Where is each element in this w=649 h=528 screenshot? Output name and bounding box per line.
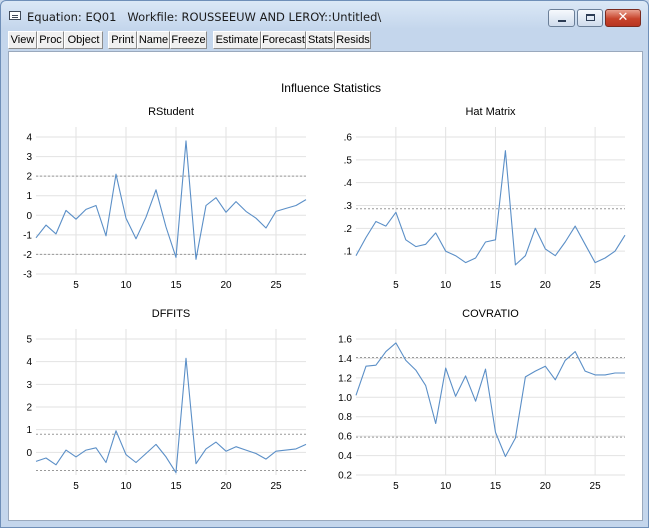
dffits-xtick-label: 15 <box>170 481 182 492</box>
dffits-title: DFFITS <box>152 308 191 320</box>
proc-button[interactable]: Proc <box>37 31 64 49</box>
hat-matrix-ytick-label: .5 <box>344 155 353 166</box>
name-button[interactable]: Name <box>137 31 170 49</box>
covratio-xtick-label: 10 <box>440 481 452 492</box>
covratio-series-line <box>355 342 625 458</box>
hat-matrix-ytick-label: .4 <box>344 178 353 189</box>
hat-matrix-xtick-label: 25 <box>590 280 602 291</box>
graph-area[interactable]: Influence Statistics RStudent -3 -2 -1 0 1 2 3 4… <box>8 51 643 521</box>
covratio-xtick-label: 25 <box>590 481 602 492</box>
forecast-button[interactable]: Forecast <box>261 31 306 49</box>
hat-matrix-xtick-label: 15 <box>490 280 502 291</box>
window-title: Equation: EQ01 Workfile: ROUSSEEUW AND L… <box>27 10 382 24</box>
covratio-ytick-label: 1.4 <box>338 354 352 365</box>
maximize-icon <box>586 14 595 21</box>
dffits-xtick-label: 20 <box>220 481 232 492</box>
rstudent-ytick-label: 2 <box>26 172 32 183</box>
hat-matrix-series-line <box>355 150 626 266</box>
covratio-xtick-label: 5 <box>393 481 399 492</box>
covratio-ytick-label: 1.6 <box>338 335 352 346</box>
rstudent-ytick-label: 0 <box>26 211 32 222</box>
covratio-ytick-label: 0.8 <box>338 412 352 423</box>
rstudent-xtick-label: 20 <box>220 280 232 291</box>
minimize-icon <box>558 20 566 22</box>
rstudent-xtick-label: 15 <box>170 280 182 291</box>
rstudent-panel: RStudent -3 -2 -1 0 1 2 3 4 5 10 15 20 25 <box>23 106 307 291</box>
dffits-xtick-label: 5 <box>73 481 79 492</box>
dffits-series-line <box>35 357 307 474</box>
rstudent-xtick-label: 25 <box>270 280 282 291</box>
covratio-ytick-label: 0.4 <box>338 451 352 462</box>
covratio-ytick-label: 0.6 <box>338 432 352 443</box>
covratio-xtick-label: 15 <box>490 481 502 492</box>
hat-matrix-ytick-label: .6 <box>344 133 353 144</box>
rstudent-ytick-label: -2 <box>23 250 32 261</box>
rstudent-ytick-label: 1 <box>26 191 32 202</box>
covratio-xtick-label: 20 <box>540 481 552 492</box>
freeze-button[interactable]: Freeze <box>170 31 207 49</box>
window-menu-icon[interactable] <box>9 11 21 20</box>
dffits-ytick-label: 2 <box>26 403 32 414</box>
title-bar[interactable]: Equation: EQ01 Workfile: ROUSSEEUW AND L… <box>1 1 648 29</box>
hat-matrix-panel: Hat Matrix .1 .2 .3 .4 .5 .6 5 10 15 20 25 <box>344 106 626 291</box>
view-button[interactable]: View <box>8 31 37 49</box>
dffits-xtick-label: 10 <box>120 481 132 492</box>
dffits-xtick-label: 25 <box>270 481 282 492</box>
covratio-ytick-label: 0.2 <box>338 471 352 482</box>
resids-button[interactable]: Resids <box>335 31 371 49</box>
covratio-panel: COVRATIO 0.2 0.4 0.6 0.8 1.0 1.2 1.4 1.6 5 10 15 20 2… <box>338 308 625 492</box>
estimate-button[interactable]: Estimate <box>213 31 261 49</box>
rstudent-xtick-label: 10 <box>120 280 132 291</box>
stats-button[interactable]: Stats <box>306 31 335 49</box>
toolbar: View Proc Object Print Name Freeze Estim… <box>8 31 644 49</box>
hat-matrix-xtick-label: 5 <box>393 280 399 291</box>
rstudent-ytick-label: -3 <box>23 270 32 281</box>
maximize-button[interactable] <box>577 9 603 27</box>
rstudent-title: RStudent <box>148 106 194 118</box>
rstudent-ytick-label: -1 <box>23 230 32 241</box>
dffits-ytick-label: 5 <box>26 335 32 346</box>
object-button[interactable]: Object <box>64 31 103 49</box>
figure-title: Influence Statistics <box>281 81 381 95</box>
dffits-ytick-label: 3 <box>26 380 32 391</box>
rstudent-series-line <box>35 140 307 260</box>
dffits-ytick-label: 1 <box>26 425 32 436</box>
hat-matrix-ytick-label: .2 <box>344 224 353 235</box>
hat-matrix-xtick-label: 20 <box>540 280 552 291</box>
minimize-button[interactable] <box>548 9 575 27</box>
covratio-ytick-label: 1.2 <box>338 373 352 384</box>
influence-statistics-graph: Influence Statistics RStudent -3 -2 -1 0 1 2 3 4… <box>23 81 626 492</box>
close-button[interactable]: ✕ <box>605 9 641 27</box>
hat-matrix-ytick-label: .1 <box>344 247 353 258</box>
rstudent-xtick-label: 5 <box>73 280 79 291</box>
dffits-panel: DFFITS 0 1 2 3 4 5 5 10 15 20 25 <box>26 308 307 492</box>
hat-matrix-ytick-label: .3 <box>344 201 353 212</box>
close-icon: ✕ <box>617 10 629 25</box>
hat-matrix-title: Hat Matrix <box>465 106 516 118</box>
covratio-ytick-label: 1.0 <box>338 393 352 404</box>
dffits-ytick-label: 0 <box>26 448 32 459</box>
rstudent-ytick-label: 3 <box>26 152 32 163</box>
dffits-ytick-label: 4 <box>26 357 32 368</box>
hat-matrix-xtick-label: 10 <box>440 280 452 291</box>
rstudent-ytick-label: 4 <box>26 133 32 144</box>
print-button[interactable]: Print <box>108 31 137 49</box>
covratio-title: COVRATIO <box>462 308 519 320</box>
